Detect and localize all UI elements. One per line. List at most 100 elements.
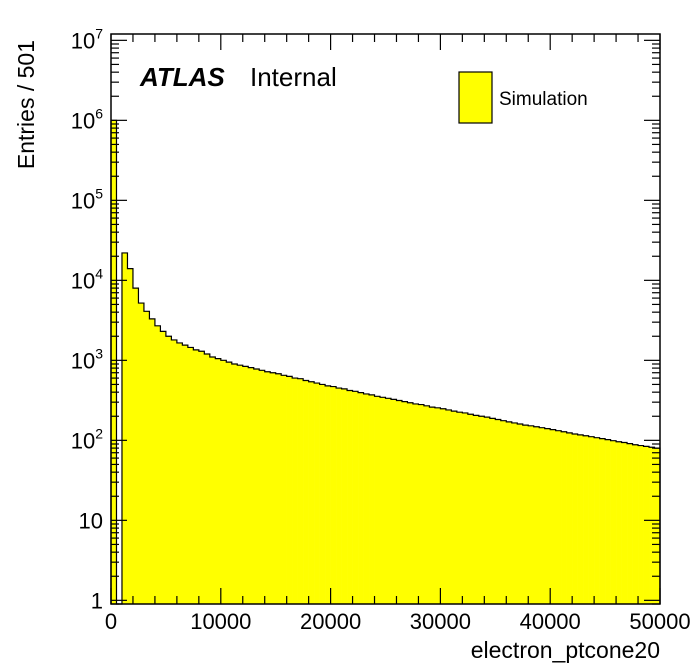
- histogram-bar: [308, 381, 315, 604]
- histogram-bar: [550, 429, 556, 604]
- y-tick-label: 103: [71, 345, 103, 373]
- histogram-bar: [401, 401, 408, 604]
- histogram-bar: [588, 436, 595, 604]
- histogram-bar: [248, 367, 255, 604]
- histogram-bar: [171, 339, 178, 604]
- y-tick-label: 105: [71, 185, 103, 213]
- histogram-bars: [111, 120, 661, 605]
- histogram-bar: [127, 268, 134, 604]
- internal-label: Internal: [250, 62, 337, 92]
- histogram-bar: [319, 384, 326, 604]
- y-tick-labels: 1 10 102 103 104 105 106 107: [71, 25, 103, 613]
- histogram-bar: [226, 362, 233, 604]
- y-tick-label: 104: [71, 265, 103, 293]
- y-tick-label: 10: [79, 508, 103, 533]
- histogram-bar: [423, 405, 430, 604]
- histogram-bar: [528, 425, 535, 604]
- histogram-bar: [627, 443, 633, 604]
- histogram-bar: [599, 438, 606, 604]
- histogram-bar: [478, 416, 485, 604]
- histogram-bar: [643, 446, 650, 604]
- histogram-outline: [110, 119, 661, 605]
- histogram-bar: [176, 342, 183, 604]
- histogram-bar: [610, 440, 617, 604]
- histogram-bar: [132, 288, 139, 604]
- histogram-bar: [341, 388, 348, 604]
- histogram-bar: [462, 412, 469, 604]
- histogram-bar: [111, 120, 117, 605]
- histogram-bar: [259, 370, 266, 604]
- histogram-bar: [385, 398, 392, 604]
- histogram-bar: [347, 390, 353, 604]
- histogram-bar: [654, 448, 661, 604]
- histogram-bar: [484, 417, 491, 604]
- histogram-bar: [467, 414, 474, 604]
- histogram-bar: [270, 372, 276, 604]
- histogram-bar: [445, 409, 452, 604]
- histogram-bar: [314, 383, 320, 604]
- histogram-bar: [160, 331, 167, 604]
- histogram-bar: [237, 365, 244, 604]
- histogram-bar: [281, 375, 287, 604]
- histogram-bar: [149, 318, 156, 604]
- x-tick-labels: 0 10000 20000 30000 40000 50000: [105, 609, 691, 634]
- histogram-bar: [352, 391, 359, 604]
- histogram-bar: [143, 311, 150, 604]
- histogram-bar: [363, 393, 370, 604]
- histogram-bar: [138, 303, 145, 604]
- histogram-bar: [369, 394, 375, 604]
- histogram-bar: [434, 407, 441, 604]
- histogram-bar: [154, 325, 161, 604]
- histogram-bar: [418, 404, 425, 604]
- histogram-bar: [358, 392, 364, 604]
- x-tick-label: 20000: [300, 609, 361, 634]
- histogram-bar: [297, 378, 304, 604]
- histogram-bar: [187, 347, 194, 604]
- histogram-bar: [456, 412, 463, 604]
- histogram-bar: [215, 358, 222, 604]
- histogram-bar: [231, 363, 238, 604]
- histogram-bar: [330, 386, 337, 604]
- histogram-bar: [264, 371, 271, 604]
- histogram-bar: [374, 396, 381, 604]
- histogram-bar: [209, 357, 216, 604]
- histogram-bar: [303, 380, 309, 604]
- histogram-bar: [440, 408, 447, 604]
- histogram-bar: [220, 360, 227, 604]
- histogram-bar: [555, 430, 562, 604]
- histogram-bar: [621, 442, 628, 604]
- histogram-bar: [566, 432, 573, 604]
- histogram-bar: [336, 388, 342, 604]
- histogram-bar: [286, 376, 293, 604]
- histogram-bar: [390, 399, 397, 604]
- histogram-bar: [182, 345, 189, 604]
- axis-ticks: [110, 34, 661, 605]
- histogram-bar: [412, 403, 419, 604]
- histogram-bar: [451, 411, 458, 604]
- histogram-bar: [522, 425, 529, 604]
- histogram-bar: [561, 431, 567, 604]
- histogram-bar: [380, 397, 386, 604]
- histogram-bar: [165, 336, 172, 604]
- x-tick-label: 50000: [629, 609, 690, 634]
- histogram-bar: [533, 426, 540, 604]
- histogram-bar: [407, 402, 414, 604]
- histogram-bar: [495, 419, 502, 604]
- histogram-bar: [193, 349, 200, 604]
- histogram-bar: [204, 354, 211, 604]
- histogram-bar: [429, 407, 436, 604]
- y-tick-label: 106: [71, 105, 103, 133]
- histogram-bar: [605, 439, 611, 604]
- legend-swatch: [458, 71, 493, 124]
- legend-label: Simulation: [499, 89, 588, 110]
- histogram-bar: [325, 385, 331, 604]
- histogram-bar: [577, 434, 584, 604]
- y-tick-label: 107: [71, 25, 103, 53]
- histogram-bar: [583, 435, 589, 604]
- x-tick-label: 10000: [190, 609, 251, 634]
- histogram-bar: [539, 427, 546, 604]
- histogram-bar: [198, 351, 205, 604]
- histogram-bar: [275, 373, 282, 604]
- histogram-bar: [638, 445, 644, 604]
- histogram-bar: [242, 366, 249, 604]
